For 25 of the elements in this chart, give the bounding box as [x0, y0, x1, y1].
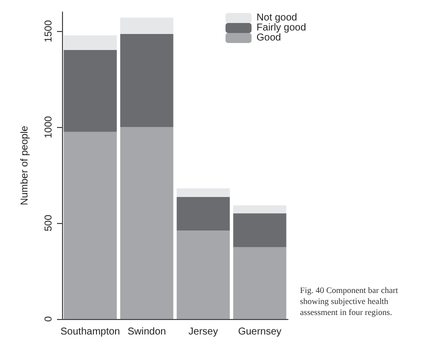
x-tick-label: Southampton	[60, 326, 120, 338]
x-tick-label: Jersey	[188, 326, 218, 338]
y-tick-label: 500	[44, 214, 54, 232]
y-tick-label: 0	[44, 316, 54, 322]
x-tick-label: Guernsey	[238, 326, 282, 338]
caption: Fig. 40 Component bar chart showing subjective health assessment in four regions.	[300, 285, 399, 318]
bar	[120, 18, 174, 34]
legend-label: Good	[256, 32, 281, 44]
bar	[176, 230, 230, 319]
bar	[64, 35, 117, 50]
legend-label: Fairly good	[256, 22, 306, 34]
bar	[64, 132, 117, 319]
bar	[233, 247, 286, 319]
legend-label: Not good	[256, 12, 298, 24]
bar	[120, 127, 174, 319]
y-tick-label: 1500	[44, 20, 54, 42]
y-tick-label: 1000	[44, 116, 54, 138]
bar	[64, 50, 117, 132]
bar	[176, 196, 230, 231]
y-axis-title: Number of people	[20, 125, 30, 206]
bar	[233, 205, 286, 214]
bar	[233, 213, 286, 248]
x-tick-label: Swindon	[128, 326, 166, 338]
bar	[120, 34, 174, 128]
bar	[176, 188, 230, 197]
